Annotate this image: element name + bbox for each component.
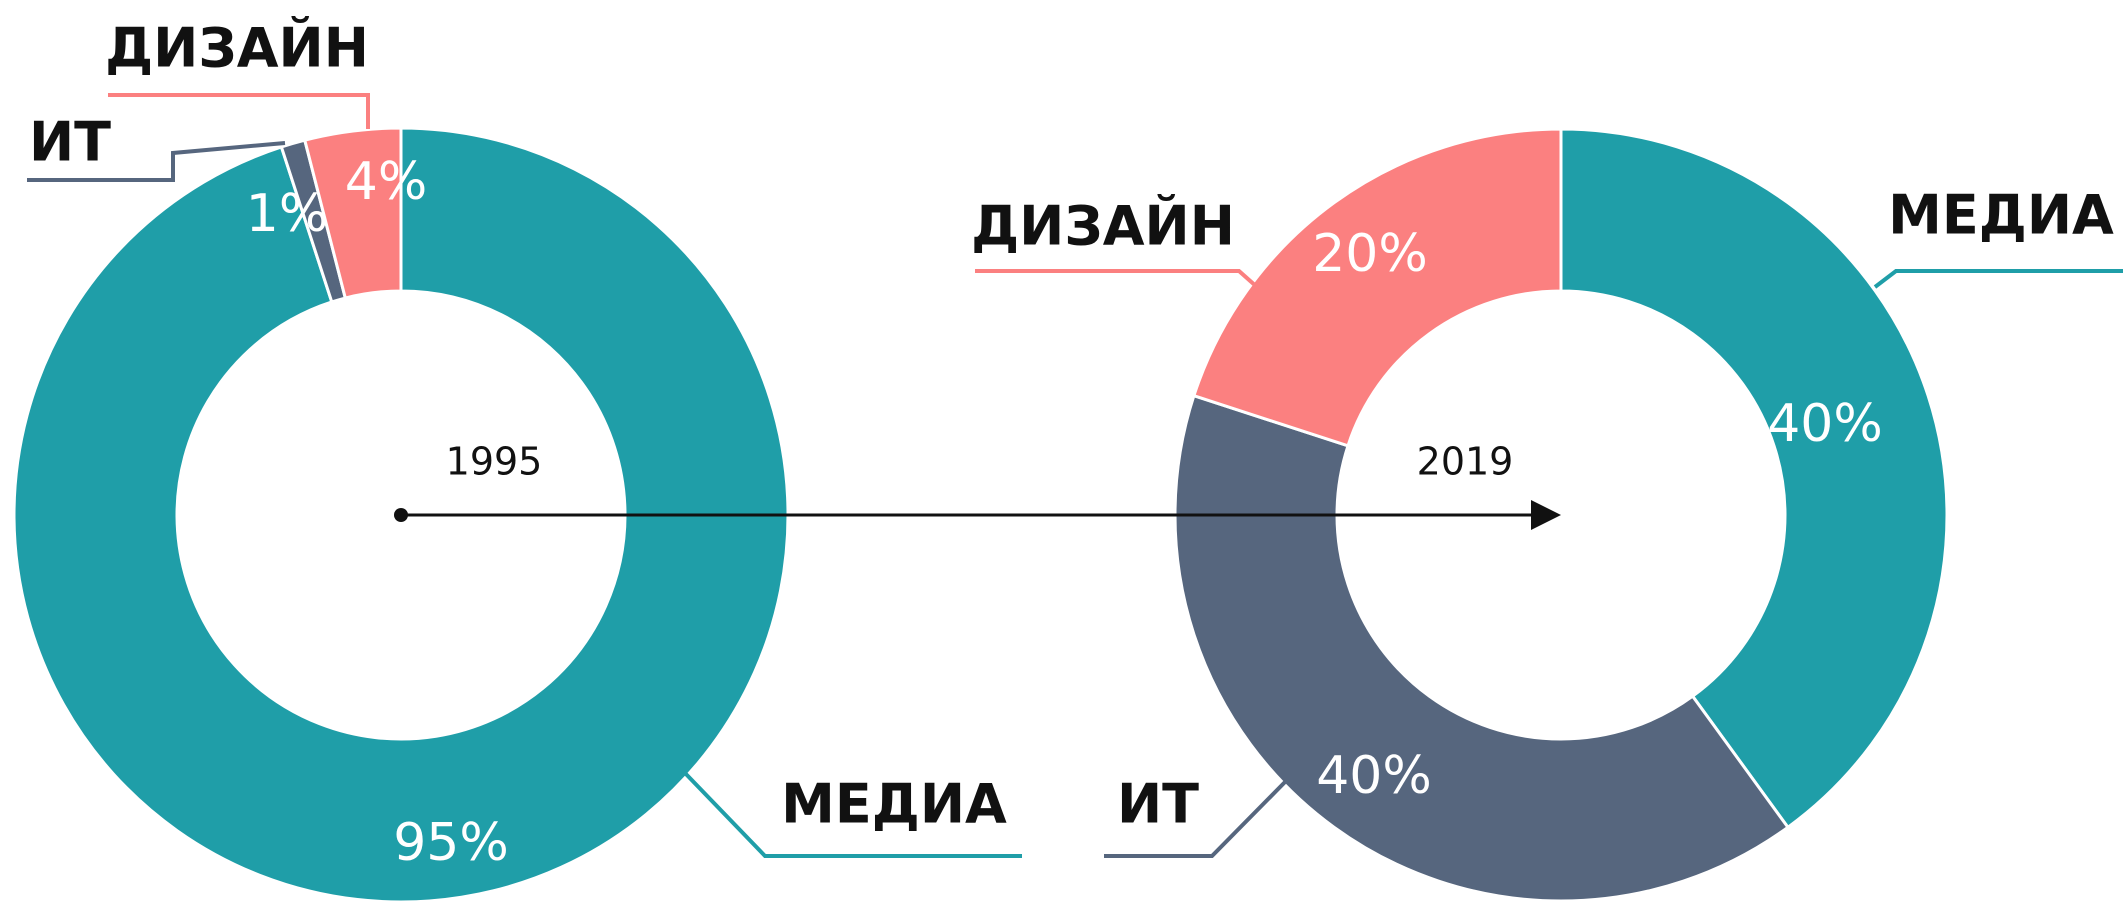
category-label: ДИЗАЙН: [971, 195, 1235, 258]
donut-slice: [1559, 127, 1949, 830]
category-label: МЕДИА: [781, 773, 1007, 836]
donut-slice: [12, 126, 790, 901]
category-label: МЕДИА: [1888, 184, 2114, 247]
value-label: 40%: [1316, 746, 1432, 806]
value-label: 95%: [393, 813, 509, 873]
value-label: 40%: [1767, 394, 1883, 454]
donut-slice: [302, 126, 403, 300]
donuts: 95% МЕДИА 1% ИТ 4% ДИЗАЙН 1995 40% МЕДИА 40% ИТ 20%…: [12, 17, 2123, 901]
leader-line: [682, 770, 1022, 858]
center-label: 1995: [446, 440, 543, 484]
leader-line: [27, 141, 286, 182]
value-label: 4%: [345, 152, 428, 212]
leader-line: [1104, 779, 1288, 858]
leader-line: [108, 93, 370, 129]
donut-slice: [1191, 127, 1563, 448]
value-label: 1%: [246, 184, 329, 244]
leader-line: [975, 269, 1259, 289]
center-label: 2019: [1417, 440, 1514, 484]
leader-line: [1873, 269, 2123, 289]
category-label: ДИЗАЙН: [105, 17, 369, 80]
donut-slice: [1173, 393, 1790, 901]
category-label: ИТ: [29, 111, 111, 174]
category-label: ИТ: [1117, 773, 1199, 836]
arrow-start: [394, 508, 408, 522]
value-label: 20%: [1312, 224, 1428, 284]
